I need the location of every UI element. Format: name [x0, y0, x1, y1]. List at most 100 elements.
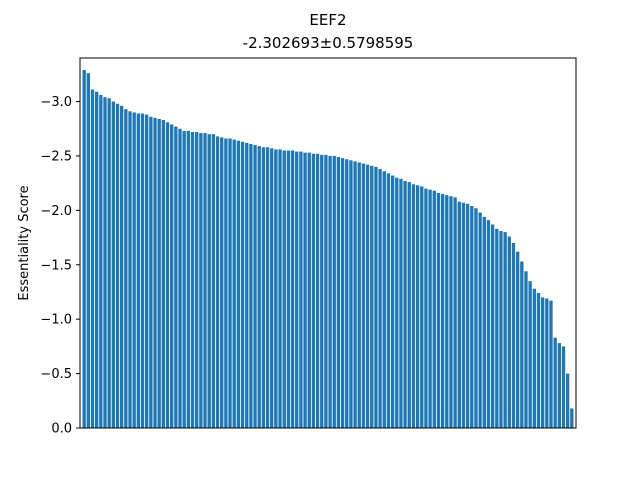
bar [411, 184, 416, 428]
bar [215, 136, 220, 428]
bar [353, 161, 357, 428]
bar [115, 103, 120, 429]
bar [140, 113, 145, 428]
bar [153, 117, 157, 428]
bar [549, 300, 553, 428]
bar [511, 243, 516, 428]
y-tick-label: −2.5 [40, 149, 72, 164]
bar [528, 281, 532, 428]
bar [424, 188, 428, 428]
bar [211, 134, 216, 428]
bar [478, 212, 482, 428]
bar [532, 288, 536, 428]
bar [407, 182, 411, 428]
bar [453, 197, 457, 428]
bar [128, 111, 132, 428]
bar [415, 185, 420, 428]
bar [111, 101, 116, 428]
bar [240, 141, 245, 429]
bar [370, 165, 374, 429]
chart-subtitle: -2.302693±0.5798595 [243, 34, 414, 52]
bar [182, 130, 186, 428]
bar [503, 232, 507, 428]
bar [220, 137, 224, 428]
bar [261, 147, 266, 429]
bar [336, 157, 341, 428]
bar [265, 147, 270, 429]
bar [420, 186, 424, 428]
bar [374, 166, 378, 428]
bar [570, 408, 574, 428]
y-axis-label: Essentiality Score [17, 185, 32, 300]
bar [190, 132, 195, 428]
bar [320, 154, 324, 428]
bar [499, 231, 503, 428]
bar [161, 120, 166, 428]
bar [249, 143, 253, 428]
bar [286, 150, 291, 428]
bar [203, 133, 207, 428]
bar [490, 224, 495, 428]
bar [495, 228, 499, 428]
bar [295, 151, 299, 428]
bar-series [82, 69, 574, 429]
bar [145, 114, 149, 428]
bar [561, 346, 566, 428]
bar [299, 151, 303, 428]
bar [278, 149, 282, 428]
bar [378, 169, 382, 428]
y-tick-label: −1.5 [40, 258, 72, 273]
bar [174, 126, 178, 428]
bar [165, 122, 170, 429]
bar [524, 271, 528, 428]
bar [257, 146, 261, 428]
bar [107, 98, 111, 428]
bar [386, 173, 391, 428]
bar [270, 148, 274, 428]
bar [86, 73, 90, 429]
bar [357, 162, 361, 428]
bar [382, 171, 386, 428]
bar [228, 138, 232, 428]
chart-title: EEF2 [309, 11, 346, 29]
y-tick-label: −0.5 [40, 367, 72, 382]
bar [365, 164, 370, 428]
bar [136, 113, 141, 428]
bar [124, 109, 128, 429]
bar [553, 337, 557, 428]
bar [390, 175, 395, 428]
bar [440, 194, 445, 428]
bar [432, 190, 436, 428]
bar [465, 203, 470, 428]
bar [345, 159, 349, 428]
bar [461, 202, 466, 428]
bar [224, 138, 228, 428]
bar [120, 105, 124, 428]
bar [245, 142, 249, 428]
bar [515, 251, 520, 428]
y-axis-ticks: 0.0 −0.5 −1.0 −1.5 −2.0 −2.5 −3.0 [40, 95, 80, 437]
bar [403, 180, 407, 428]
bar [253, 145, 257, 428]
bar [311, 153, 316, 428]
bar [507, 236, 511, 428]
bar [195, 132, 199, 428]
bar [328, 155, 332, 428]
bar [449, 196, 453, 428]
bar [486, 220, 491, 428]
bar [95, 91, 99, 429]
y-tick-label: −1.0 [40, 313, 72, 328]
bar [566, 373, 570, 428]
bar [99, 95, 103, 428]
bar [103, 97, 107, 429]
bar [332, 155, 336, 428]
bar [82, 69, 86, 428]
bar [315, 153, 320, 428]
bar [178, 128, 182, 429]
bar [290, 150, 295, 428]
plot-frame [79, 57, 577, 429]
bar [474, 208, 478, 428]
bar [540, 297, 545, 428]
bar [303, 152, 307, 428]
